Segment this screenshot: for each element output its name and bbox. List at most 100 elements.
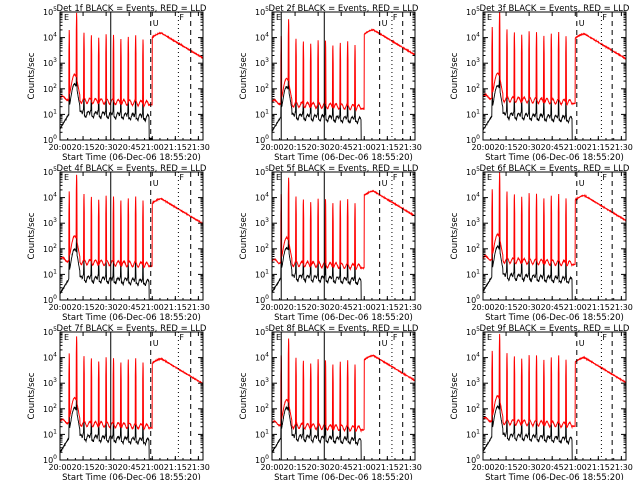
x-tick-label: 20:15 bbox=[72, 303, 95, 312]
x-tick-label: 21:15 bbox=[376, 303, 399, 312]
panel-title: Det 3f BLACK = Events, RED = LLD bbox=[480, 4, 630, 14]
y-tick-label: 101 bbox=[466, 108, 480, 119]
y-tick-label: 101 bbox=[466, 268, 480, 279]
y-tick-label: 103 bbox=[255, 217, 269, 228]
marker-label: F bbox=[179, 13, 184, 22]
x-tick-label: 20:30 bbox=[95, 303, 118, 312]
plot-frame bbox=[271, 171, 416, 301]
panel-4f: Det 4f BLACK = Events, RED = LLD U F E 20:00… bbox=[27, 164, 210, 323]
x-tick-label: 20:15 bbox=[284, 303, 307, 312]
y-tick-label: 102 bbox=[466, 83, 480, 94]
y-tick-label: 103 bbox=[466, 57, 480, 68]
marker-label: F bbox=[393, 13, 398, 22]
x-tick-label: 21:30 bbox=[399, 143, 422, 152]
marker-label: E bbox=[276, 173, 281, 182]
plot-frame bbox=[482, 331, 627, 461]
y-tick-label: 102 bbox=[43, 83, 57, 94]
y-tick-label: 100 bbox=[255, 134, 269, 145]
marker-label: U bbox=[153, 179, 159, 188]
plot-area bbox=[272, 177, 415, 300]
x-tick-label: 20:00 bbox=[260, 463, 283, 472]
plot-frame bbox=[59, 331, 204, 461]
marker-label: U bbox=[153, 19, 159, 28]
x-tick-label: 20:30 bbox=[518, 463, 541, 472]
panel-title: Det 7f BLACK = Events, RED = LLD bbox=[57, 324, 207, 334]
x-tick-label: 20:15 bbox=[284, 143, 307, 152]
plot-area bbox=[60, 174, 203, 300]
panel-1f: Det 1f BLACK = Events, RED = LLD U F E 20:00… bbox=[27, 4, 210, 163]
y-tick-label: 104 bbox=[466, 352, 480, 363]
y-tick-label: 105 bbox=[43, 166, 57, 177]
marker-label: E bbox=[276, 13, 281, 22]
x-axis-label: Start Time (06-Dec-06 18:55:20) bbox=[62, 153, 201, 163]
panel-title: Det 2f BLACK = Events, RED = LLD bbox=[269, 4, 419, 14]
x-tick-label: 20:00 bbox=[48, 303, 71, 312]
panel-6f: Det 6f BLACK = Events, RED = LLD U F E 20:00… bbox=[450, 164, 633, 323]
y-tick-label: 103 bbox=[255, 57, 269, 68]
x-axis-label: Start Time (06-Dec-06 18:55:20) bbox=[485, 313, 624, 323]
y-tick-label: 105 bbox=[255, 326, 269, 337]
x-tick-label: 20:00 bbox=[471, 303, 494, 312]
y-tick-label: 100 bbox=[466, 134, 480, 145]
y-axis-label: Counts/sec bbox=[450, 52, 460, 99]
y-tick-label: 104 bbox=[43, 32, 57, 43]
panel-title: Det 4f BLACK = Events, RED = LLD bbox=[57, 164, 207, 174]
x-tick-label: 20:00 bbox=[471, 463, 494, 472]
x-tick-label: 20:45 bbox=[330, 303, 353, 312]
marker-label: U bbox=[579, 339, 585, 348]
plot-area bbox=[483, 12, 626, 140]
y-tick-label: 101 bbox=[466, 428, 480, 439]
x-tick-label: 20:00 bbox=[260, 303, 283, 312]
x-tick-label: 21:00 bbox=[353, 303, 376, 312]
x-tick-label: 21:30 bbox=[610, 303, 633, 312]
panel-title: Det 8f BLACK = Events, RED = LLD bbox=[269, 324, 419, 334]
marker-label: F bbox=[602, 13, 607, 22]
panel-title: Det 1f BLACK = Events, RED = LLD bbox=[57, 4, 207, 14]
y-tick-label: 104 bbox=[43, 352, 57, 363]
marker-label: F bbox=[179, 173, 184, 182]
y-tick-label: 100 bbox=[43, 454, 57, 465]
series-line-lld bbox=[60, 336, 203, 431]
y-tick-label: 100 bbox=[255, 454, 269, 465]
panel-3f: Det 3f BLACK = Events, RED = LLD U F E 20:00… bbox=[450, 4, 633, 163]
x-tick-label: 21:15 bbox=[164, 303, 187, 312]
x-tick-label: 20:45 bbox=[330, 463, 353, 472]
plot-frame bbox=[482, 171, 627, 301]
x-tick-label: 21:15 bbox=[376, 463, 399, 472]
x-tick-label: 21:30 bbox=[187, 143, 210, 152]
x-tick-label: 21:15 bbox=[587, 143, 610, 152]
y-tick-label: 100 bbox=[255, 294, 269, 305]
x-tick-label: 21:00 bbox=[141, 303, 164, 312]
x-tick-label: 21:00 bbox=[564, 463, 587, 472]
x-tick-label: 21:00 bbox=[564, 143, 587, 152]
y-tick-label: 102 bbox=[466, 403, 480, 414]
marker-label: F bbox=[393, 333, 398, 342]
y-tick-label: 101 bbox=[255, 268, 269, 279]
x-tick-label: 21:00 bbox=[141, 463, 164, 472]
y-tick-label: 105 bbox=[255, 166, 269, 177]
x-tick-label: 20:45 bbox=[541, 463, 564, 472]
y-tick-label: 102 bbox=[255, 83, 269, 94]
y-tick-label: 103 bbox=[43, 217, 57, 228]
marker-label: F bbox=[602, 333, 607, 342]
y-tick-label: 103 bbox=[255, 377, 269, 388]
panel-title: Det 9f BLACK = Events, RED = LLD bbox=[480, 324, 630, 334]
series-line-lld bbox=[483, 12, 626, 107]
y-tick-label: 105 bbox=[466, 326, 480, 337]
panel-7f: Det 7f BLACK = Events, RED = LLD U F E 20:00… bbox=[27, 324, 210, 480]
x-tick-label: 20:30 bbox=[518, 143, 541, 152]
x-tick-label: 21:15 bbox=[164, 463, 187, 472]
y-tick-label: 104 bbox=[255, 32, 269, 43]
y-tick-label: 102 bbox=[255, 243, 269, 254]
y-tick-label: 105 bbox=[255, 6, 269, 17]
y-tick-label: 102 bbox=[466, 243, 480, 254]
x-axis-label: Start Time (06-Dec-06 18:55:20) bbox=[274, 473, 413, 480]
y-tick-label: 100 bbox=[43, 294, 57, 305]
y-axis-label: Counts/sec bbox=[239, 52, 249, 99]
x-axis-label: Start Time (06-Dec-06 18:55:20) bbox=[62, 313, 201, 323]
x-tick-label: 20:00 bbox=[48, 463, 71, 472]
plot-area bbox=[483, 172, 626, 300]
marker-label: F bbox=[393, 173, 398, 182]
y-axis-label: Counts/sec bbox=[27, 372, 37, 419]
